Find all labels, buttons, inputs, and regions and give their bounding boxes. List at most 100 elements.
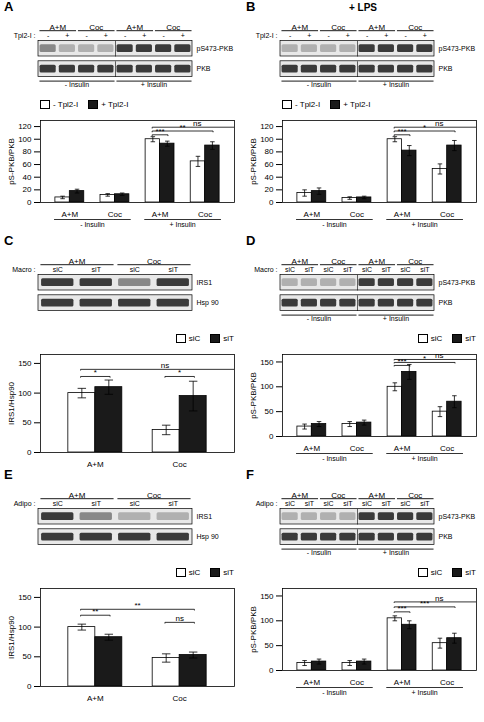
svg-text:Coc: Coc bbox=[350, 678, 364, 687]
svg-text:20: 20 bbox=[265, 185, 274, 194]
svg-text:+ Insulin: + Insulin bbox=[411, 689, 437, 696]
svg-text:Coc: Coc bbox=[440, 678, 454, 687]
svg-text:A+M: A+M bbox=[394, 210, 411, 219]
svg-text:A+M: A+M bbox=[87, 694, 104, 702]
svg-text:pS-PKB/PKB: pS-PKB/PKB bbox=[249, 138, 258, 185]
svg-text:- Insulin: - Insulin bbox=[322, 221, 347, 228]
svg-text:A+M: A+M bbox=[291, 257, 308, 266]
svg-text:PKB: PKB bbox=[197, 65, 211, 72]
svg-text:siC: siC bbox=[362, 500, 372, 507]
svg-text:IRS1/Hsp90: IRS1/Hsp90 bbox=[7, 615, 16, 659]
svg-text:Coc: Coc bbox=[198, 210, 212, 219]
svg-text:PKB: PKB bbox=[439, 533, 453, 540]
svg-text:- Insulin: - Insulin bbox=[307, 315, 332, 322]
svg-text:Coc: Coc bbox=[108, 210, 122, 219]
svg-text:Hsp 90: Hsp 90 bbox=[197, 299, 219, 307]
svg-text:siC: siC bbox=[53, 500, 63, 507]
svg-text:Coc: Coc bbox=[147, 491, 161, 500]
svg-text:20: 20 bbox=[23, 185, 32, 194]
svg-text:+ Insulin: + Insulin bbox=[411, 455, 437, 462]
svg-text:siT: siT bbox=[92, 266, 102, 273]
svg-text:siT: siT bbox=[343, 266, 353, 273]
svg-text:150: 150 bbox=[18, 593, 32, 602]
svg-text:0: 0 bbox=[269, 666, 274, 675]
svg-text:siC: siC bbox=[401, 500, 411, 507]
svg-text:siT: siT bbox=[305, 266, 315, 273]
svg-text:+: + bbox=[307, 32, 311, 39]
svg-text:+: + bbox=[181, 32, 185, 39]
svg-text:+: + bbox=[65, 32, 69, 39]
svg-text:-: - bbox=[162, 32, 165, 39]
svg-text:A+M: A+M bbox=[303, 678, 320, 687]
svg-text:Coc: Coc bbox=[350, 444, 364, 453]
svg-text:siC: siC bbox=[401, 266, 411, 273]
svg-text:Tpl2-I :: Tpl2-I : bbox=[14, 32, 36, 40]
svg-text:A+M: A+M bbox=[303, 444, 320, 453]
svg-text:IRS1: IRS1 bbox=[197, 279, 213, 286]
svg-text:150: 150 bbox=[18, 359, 32, 368]
svg-text:siC: siC bbox=[130, 500, 140, 507]
svg-text:Coc: Coc bbox=[408, 23, 422, 32]
svg-text:-: - bbox=[124, 32, 127, 39]
svg-text:A+M: A+M bbox=[69, 257, 86, 266]
svg-text:siT: siT bbox=[305, 500, 315, 507]
svg-text:+: + bbox=[346, 32, 350, 39]
svg-text:A+M: A+M bbox=[87, 460, 104, 468]
svg-text:siC: siC bbox=[324, 500, 334, 507]
svg-text:Coc: Coc bbox=[440, 210, 454, 219]
svg-text:A+M: A+M bbox=[152, 210, 169, 219]
svg-text:**: ** bbox=[92, 607, 98, 616]
svg-text:ns: ns bbox=[435, 351, 443, 360]
svg-text:A+M: A+M bbox=[394, 678, 411, 687]
svg-text:Coc: Coc bbox=[331, 257, 345, 266]
svg-text:-: - bbox=[327, 32, 330, 39]
svg-text:pS-PKB/PKB: pS-PKB/PKB bbox=[249, 606, 258, 653]
svg-text:-: - bbox=[366, 32, 369, 39]
svg-text:60: 60 bbox=[23, 160, 32, 169]
svg-text:-: - bbox=[289, 32, 292, 39]
svg-text:Coc: Coc bbox=[350, 210, 364, 219]
svg-text:Coc: Coc bbox=[173, 460, 187, 468]
svg-text:50: 50 bbox=[23, 652, 32, 661]
svg-text:+ Insulin: + Insulin bbox=[383, 549, 409, 556]
svg-text:A+M: A+M bbox=[61, 210, 78, 219]
svg-text:PKB: PKB bbox=[439, 299, 453, 306]
svg-text:Coc: Coc bbox=[440, 444, 454, 453]
svg-text:siT: siT bbox=[169, 266, 179, 273]
svg-text:siT: siT bbox=[343, 500, 353, 507]
svg-text:siC: siC bbox=[285, 500, 295, 507]
svg-text:Coc: Coc bbox=[89, 23, 103, 32]
svg-text:siT: siT bbox=[420, 266, 430, 273]
svg-text:siC: siC bbox=[324, 266, 334, 273]
svg-text:100: 100 bbox=[18, 389, 32, 398]
svg-text:- Insulin: - Insulin bbox=[322, 455, 347, 462]
svg-text:80: 80 bbox=[265, 147, 274, 156]
svg-text:120: 120 bbox=[260, 122, 274, 131]
svg-text:siT: siT bbox=[92, 500, 102, 507]
svg-text:**: ** bbox=[179, 123, 185, 132]
svg-text:40: 40 bbox=[265, 173, 274, 182]
svg-text:siC: siC bbox=[53, 266, 63, 273]
svg-text:siC: siC bbox=[130, 266, 140, 273]
svg-text:-: - bbox=[47, 32, 50, 39]
svg-text:A+M: A+M bbox=[394, 444, 411, 453]
svg-text:siT: siT bbox=[382, 500, 392, 507]
svg-text:siC: siC bbox=[285, 266, 295, 273]
svg-text:Coc: Coc bbox=[173, 694, 187, 702]
svg-text:+ Insulin: + Insulin bbox=[169, 221, 195, 228]
svg-text:siT: siT bbox=[382, 266, 392, 273]
svg-text:pS473-PKB: pS473-PKB bbox=[439, 513, 476, 521]
svg-text:0: 0 bbox=[27, 198, 32, 207]
svg-text:-: - bbox=[85, 32, 88, 39]
svg-text:Hsp 90: Hsp 90 bbox=[197, 533, 219, 541]
svg-text:Macro :: Macro : bbox=[12, 266, 35, 273]
svg-text:+: + bbox=[104, 32, 108, 39]
svg-text:A+M: A+M bbox=[69, 491, 86, 500]
svg-text:*: * bbox=[94, 368, 97, 377]
svg-text:50: 50 bbox=[265, 641, 274, 650]
svg-text:50: 50 bbox=[23, 418, 32, 427]
svg-text:100: 100 bbox=[260, 382, 274, 391]
svg-text:0: 0 bbox=[27, 448, 32, 457]
svg-text:PKB: PKB bbox=[439, 65, 453, 72]
svg-text:***: *** bbox=[397, 604, 406, 613]
